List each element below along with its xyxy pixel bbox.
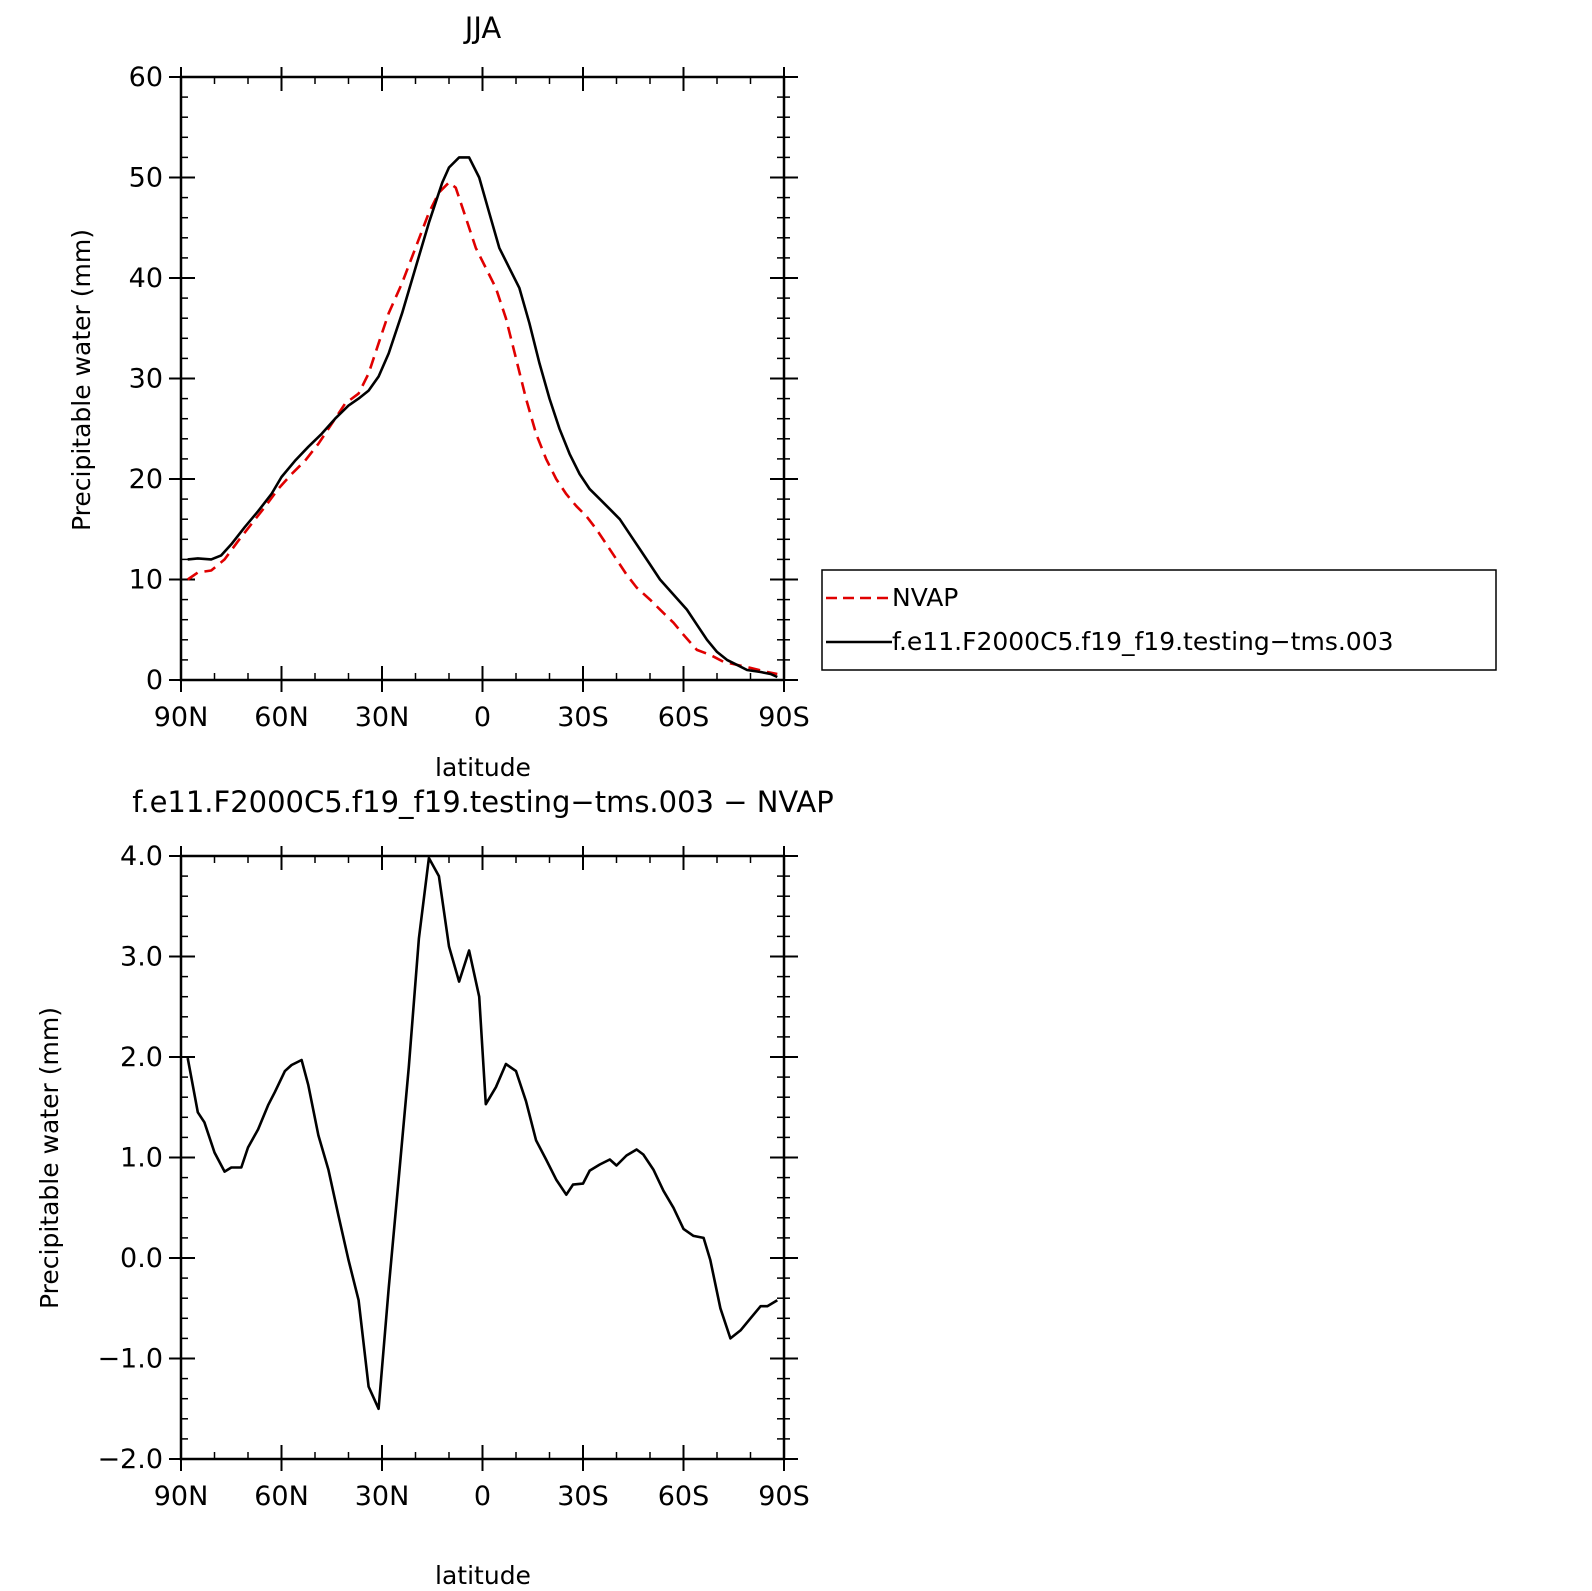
x-tick-label: 30N	[355, 1481, 410, 1512]
series-line-1	[187, 156, 778, 679]
chart-bottom-plot-area: −2.0 −1.0 0.0 1.0 2.0 3.0 4.0 90N 60N 30N 0 30S 60S 9…	[97, 841, 809, 1512]
y-tick-label: 2.0	[120, 1042, 163, 1073]
x-tick-label: 30S	[557, 1481, 609, 1512]
chart-top-panel: JJA 0 10 20 30 40 50 60 90N 60N 30N 0 30S 60S 90S lat…	[67, 11, 810, 782]
x-tick-label: 0	[474, 702, 491, 733]
chart-top-title: JJA	[463, 11, 502, 45]
y-tick-label: 50	[129, 163, 163, 194]
chart-bottom-y-axis-label: Precipitable water (mm)	[35, 1007, 64, 1309]
chart-bottom-title: f.e11.F2000C5.f19_f19.testing−tms.003 − …	[132, 785, 834, 819]
chart-top-x-axis-label: latitude	[435, 753, 531, 782]
x-tick-label: 90S	[758, 1481, 810, 1512]
chart-top-y-axis-label: Precipitable water (mm)	[67, 229, 96, 531]
x-tick-label: 30N	[355, 702, 410, 733]
x-tick-label: 30S	[557, 702, 609, 733]
chart-bottom-panel: f.e11.F2000C5.f19_f19.testing−tms.003 − …	[35, 785, 834, 1590]
y-tick-label: 40	[129, 263, 163, 294]
plot-frame	[179, 854, 786, 1461]
chart-bottom-x-axis-label: latitude	[435, 1561, 531, 1590]
y-tick-label: 4.0	[120, 841, 163, 872]
x-tick-label: 60N	[254, 1481, 309, 1512]
y-tick-label: 60	[129, 62, 163, 93]
y-tick-label: −2.0	[97, 1444, 163, 1475]
x-tick-label: 0	[474, 1481, 491, 1512]
x-tick-label: 60N	[254, 702, 309, 733]
y-tick-label: 10	[129, 565, 163, 596]
y-tick-label: 30	[129, 364, 163, 395]
legend-label-nvap: NVAP	[892, 583, 958, 612]
chart-legend: NVAP f.e11.F2000C5.f19_f19.testing−tms.0…	[821, 569, 1497, 671]
legend-label-model: f.e11.F2000C5.f19_f19.testing−tms.003	[892, 627, 1394, 656]
x-tick-label: 90S	[758, 702, 810, 733]
x-tick-label: 60S	[658, 1481, 710, 1512]
chart-top-plot-area: 0 10 20 30 40 50 60 90N 60N 30N 0 30S 60S 90S	[129, 62, 810, 733]
plot-frame	[179, 75, 786, 682]
legend-box	[821, 569, 1497, 671]
x-tick-label: 90N	[154, 702, 209, 733]
x-tick-label: 90N	[154, 1481, 209, 1512]
series-line-0	[186, 181, 778, 676]
y-tick-label: −1.0	[97, 1344, 163, 1375]
x-tick-label: 60S	[658, 702, 710, 733]
y-tick-label: 0	[146, 665, 163, 696]
y-tick-label: 20	[129, 464, 163, 495]
y-tick-label: 0.0	[120, 1243, 163, 1274]
y-tick-label: 3.0	[120, 942, 163, 973]
series-line-0	[186, 856, 778, 1411]
y-tick-label: 1.0	[120, 1143, 163, 1174]
